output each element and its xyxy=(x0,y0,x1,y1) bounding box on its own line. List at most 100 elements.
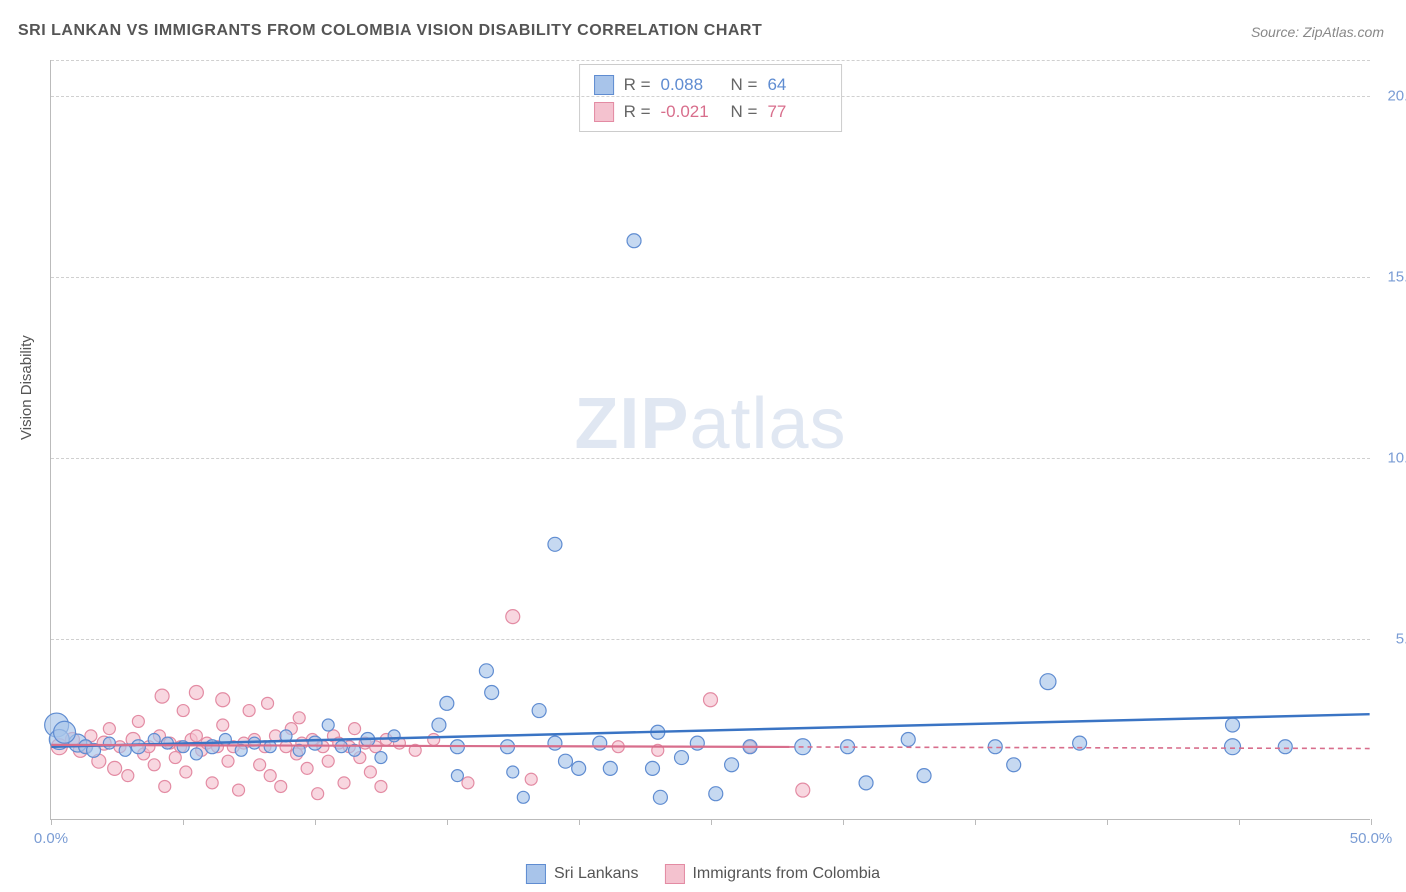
scatter-point xyxy=(159,780,171,792)
scatter-point xyxy=(859,776,873,790)
x-tick xyxy=(1371,819,1372,825)
scatter-point xyxy=(572,761,586,775)
scatter-point xyxy=(148,759,160,771)
scatter-point xyxy=(131,740,145,754)
scatter-point xyxy=(132,715,144,727)
legend-item-colombia: Immigrants from Colombia xyxy=(664,864,880,884)
chart-title: SRI LANKAN VS IMMIGRANTS FROM COLOMBIA V… xyxy=(18,22,762,40)
scatter-point xyxy=(428,733,440,745)
scatter-point xyxy=(108,761,122,775)
scatter-point xyxy=(54,721,76,743)
scatter-point xyxy=(103,737,115,749)
scatter-point xyxy=(254,759,266,771)
legend-swatch-colombia xyxy=(664,864,684,884)
scatter-point xyxy=(177,705,189,717)
scatter-point xyxy=(190,748,202,760)
scatter-point xyxy=(548,736,562,750)
scatter-point xyxy=(169,752,181,764)
trend-line xyxy=(51,714,1369,747)
scatter-point xyxy=(293,712,305,724)
scatter-point xyxy=(155,689,169,703)
scatter-point xyxy=(517,791,529,803)
scatter-point xyxy=(593,736,607,750)
scatter-point xyxy=(725,758,739,772)
scatter-point xyxy=(462,777,474,789)
scatter-point xyxy=(180,766,192,778)
scatter-point xyxy=(222,755,234,767)
scatter-point xyxy=(451,770,463,782)
x-tick xyxy=(843,819,844,825)
scatter-plot-svg xyxy=(51,60,1370,819)
x-tick xyxy=(183,819,184,825)
scatter-point xyxy=(122,770,134,782)
scatter-point xyxy=(675,751,689,765)
scatter-point xyxy=(375,752,387,764)
y-tick-label: 15.0% xyxy=(1387,269,1406,286)
scatter-point xyxy=(364,766,376,778)
scatter-point xyxy=(1226,718,1240,732)
gridline xyxy=(51,277,1370,278)
scatter-point xyxy=(322,755,334,767)
gridline xyxy=(51,639,1370,640)
scatter-point xyxy=(506,610,520,624)
scatter-point xyxy=(507,766,519,778)
x-tick xyxy=(1107,819,1108,825)
scatter-point xyxy=(525,773,537,785)
scatter-point xyxy=(709,787,723,801)
y-tick-label: 5.0% xyxy=(1396,631,1406,648)
x-tick xyxy=(315,819,316,825)
gridline xyxy=(51,60,1370,61)
scatter-point xyxy=(243,705,255,717)
x-tick xyxy=(579,819,580,825)
scatter-point xyxy=(627,234,641,248)
scatter-point xyxy=(646,761,660,775)
x-tick-label: 0.0% xyxy=(34,830,68,847)
scatter-point xyxy=(312,788,324,800)
legend-label-colombia: Immigrants from Colombia xyxy=(692,865,880,883)
source-attribution: Source: ZipAtlas.com xyxy=(1251,24,1384,40)
x-tick-label: 50.0% xyxy=(1350,830,1393,847)
scatter-point xyxy=(264,770,276,782)
scatter-point xyxy=(548,537,562,551)
gridline xyxy=(51,458,1370,459)
scatter-point xyxy=(917,769,931,783)
x-tick xyxy=(711,819,712,825)
scatter-point xyxy=(375,780,387,792)
x-tick xyxy=(975,819,976,825)
scatter-point xyxy=(653,790,667,804)
scatter-point xyxy=(603,761,617,775)
scatter-point xyxy=(338,777,350,789)
scatter-point xyxy=(275,780,287,792)
legend-label-sri-lankans: Sri Lankans xyxy=(554,865,639,883)
scatter-point xyxy=(479,664,493,678)
x-tick xyxy=(1239,819,1240,825)
scatter-point xyxy=(388,730,400,742)
y-tick-label: 20.0% xyxy=(1387,88,1406,105)
scatter-point xyxy=(432,718,446,732)
scatter-point xyxy=(216,693,230,707)
x-tick xyxy=(447,819,448,825)
scatter-point xyxy=(1225,739,1241,755)
scatter-point xyxy=(690,736,704,750)
scatter-point xyxy=(485,686,499,700)
bottom-legend: Sri Lankans Immigrants from Colombia xyxy=(526,864,880,884)
scatter-point xyxy=(189,686,203,700)
scatter-point xyxy=(704,693,718,707)
legend-item-sri-lankans: Sri Lankans xyxy=(526,864,639,884)
scatter-point xyxy=(532,704,546,718)
scatter-point xyxy=(1278,740,1292,754)
y-axis-label: Vision Disability xyxy=(18,335,35,440)
scatter-point xyxy=(308,736,322,750)
plot-area: ZIPatlas R = 0.088 N = 64 R = -0.021 N =… xyxy=(50,60,1370,820)
scatter-point xyxy=(217,719,229,731)
scatter-point xyxy=(440,696,454,710)
scatter-point xyxy=(349,723,361,735)
scatter-point xyxy=(1040,674,1056,690)
scatter-point xyxy=(248,737,260,749)
legend-swatch-sri-lankans xyxy=(526,864,546,884)
scatter-point xyxy=(559,754,573,768)
scatter-point xyxy=(1007,758,1021,772)
scatter-point xyxy=(233,784,245,796)
scatter-point xyxy=(901,732,915,746)
scatter-point xyxy=(796,783,810,797)
